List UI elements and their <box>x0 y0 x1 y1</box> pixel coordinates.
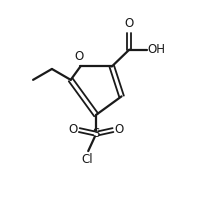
Text: O: O <box>114 123 123 136</box>
Text: O: O <box>69 123 78 136</box>
Text: Cl: Cl <box>82 153 93 166</box>
Text: O: O <box>125 17 134 30</box>
Text: OH: OH <box>148 43 166 56</box>
Text: S: S <box>92 127 100 140</box>
Text: O: O <box>75 50 84 63</box>
